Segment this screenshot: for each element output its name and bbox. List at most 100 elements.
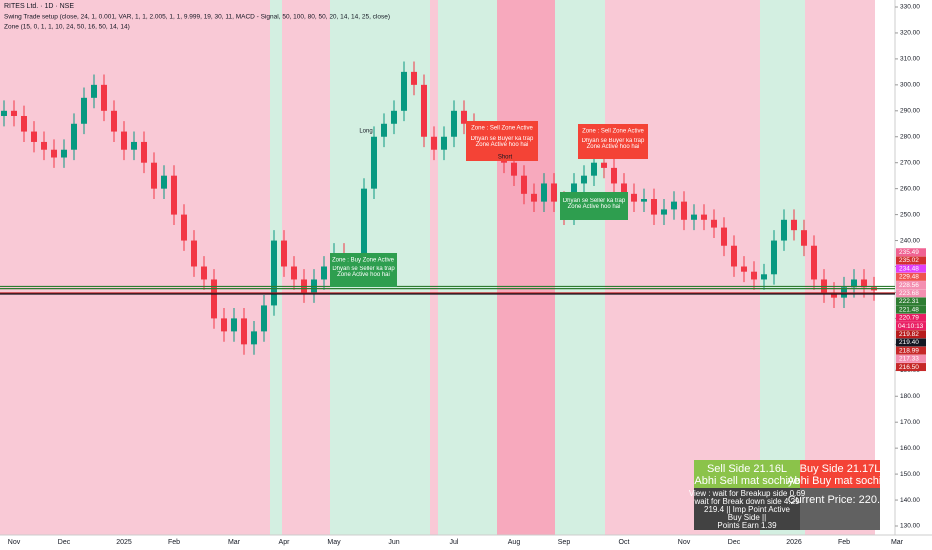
candle-body <box>221 318 227 332</box>
y-tick-label: 260.00 <box>900 185 920 192</box>
candle-body <box>171 175 177 215</box>
candle-body <box>621 183 627 194</box>
candle-body <box>201 266 207 280</box>
y-tick-label: 320.00 <box>900 30 920 37</box>
candle-body <box>811 245 817 280</box>
candle-body <box>661 209 667 215</box>
candle-body <box>321 266 327 280</box>
view-line: 219.4 || Imp Point Active <box>704 505 791 514</box>
y-tick-label: 250.00 <box>900 211 920 218</box>
price-tag-label: 222.31 <box>899 298 919 305</box>
price-tag <box>896 256 926 265</box>
x-tick-label: Jun <box>388 539 399 546</box>
chart-title: RITES Ltd. · 1D · NSE <box>4 3 74 10</box>
indicator-label: Zone (15, 0, 1, 1, 10, 24, 50, 16, 50, 1… <box>4 24 130 31</box>
y-tick-label: 130.00 <box>900 523 920 530</box>
price-tag-label: 219.82 <box>899 331 919 338</box>
trap-label: Dhyan se Seller ka trap Zone Active hoo … <box>332 266 395 278</box>
candle-body <box>111 110 117 132</box>
x-tick-label: Feb <box>838 539 850 546</box>
price-tag <box>896 363 926 372</box>
price-tag-label: 235.02 <box>899 257 919 264</box>
price-tag-label: 216.50 <box>899 364 919 371</box>
x-tick-label: Dec <box>728 539 741 546</box>
zone-label: Zone : Sell Zone Active <box>471 126 533 132</box>
candle-body <box>701 214 707 220</box>
candle-body <box>271 240 277 306</box>
zone-background <box>0 0 875 535</box>
price-tag-label: 221.48 <box>899 306 919 313</box>
price-tag <box>896 264 926 273</box>
candle-body <box>151 162 157 189</box>
candle-body <box>531 193 537 202</box>
candle-body <box>581 175 587 184</box>
candle-body <box>601 162 607 168</box>
annotation: Dhyan se Seller ka trap Zone Active hoo … <box>560 192 628 220</box>
x-tick-label: Aug <box>508 539 521 546</box>
price-tag <box>896 248 926 257</box>
y-tick-label: 310.00 <box>900 56 920 63</box>
y-tick-label: 330.00 <box>900 4 920 11</box>
x-tick-label: 2026 <box>786 539 802 546</box>
candle-body <box>381 123 387 137</box>
price-tag <box>896 354 926 363</box>
annotation: Zone : Sell Zone Active Dhyan se Buyer k… <box>466 121 538 161</box>
candle-body <box>781 219 787 241</box>
y-tick-label: 160.00 <box>900 445 920 452</box>
candle-body <box>131 141 137 150</box>
candle-body <box>731 245 737 267</box>
candle-body <box>641 199 647 202</box>
candle-body <box>741 266 747 272</box>
candle-body <box>191 240 197 267</box>
plot: 130.00140.00150.00160.00170.00180.00190.… <box>0 4 926 546</box>
y-tick-label: 300.00 <box>900 82 920 89</box>
x-tick-label: Jul <box>450 539 459 546</box>
candle-body <box>461 110 467 124</box>
candle-body <box>361 188 367 267</box>
candle-body <box>791 219 797 231</box>
candle-body <box>121 131 127 150</box>
annotation: Zone : Buy Zone Active Dhyan se Seller k… <box>330 253 397 287</box>
candle-body <box>281 240 287 267</box>
y-tick-label: 240.00 <box>900 237 920 244</box>
candle-body <box>51 149 57 158</box>
candle-body <box>551 183 557 202</box>
candle-body <box>721 227 727 246</box>
candle-body <box>31 131 37 142</box>
x-tick-label: 2025 <box>116 539 132 546</box>
candle-body <box>251 331 257 345</box>
zone-label: Zone : Sell Zone Active <box>582 129 644 135</box>
view-line: wait for Break down side 4.29 <box>694 497 800 506</box>
x-tick-label: Oct <box>619 539 630 546</box>
candle-body <box>831 292 837 298</box>
candle-body <box>541 183 547 202</box>
y-tick-label: 170.00 <box>900 419 920 426</box>
candle-body <box>451 110 457 137</box>
candle-body <box>291 266 297 280</box>
price-tag <box>896 330 926 339</box>
price-tag-label: 218.99 <box>899 347 919 354</box>
price-tag <box>896 272 926 281</box>
signal-label: Short <box>498 155 513 161</box>
candle-body <box>61 149 67 158</box>
price-tag-label: 234.48 <box>899 265 919 272</box>
x-tick-label: Apr <box>279 539 291 546</box>
price-tag <box>896 322 926 331</box>
y-tick-label: 290.00 <box>900 108 920 115</box>
candle-body <box>231 318 237 332</box>
x-tick-label: Nov <box>678 539 691 546</box>
candle-body <box>851 279 857 288</box>
price-tag <box>896 305 926 314</box>
y-tick-label: 270.00 <box>900 159 920 166</box>
candle-body <box>431 136 437 150</box>
x-tick-label: Mar <box>228 539 241 546</box>
candle-body <box>41 141 47 150</box>
candle-body <box>801 230 807 246</box>
candle-body <box>591 162 597 176</box>
y-tick-label: 280.00 <box>900 133 920 140</box>
price-tag-label: 220.79 <box>899 315 919 322</box>
price-tag-label: 229.48 <box>899 274 919 281</box>
y-tick-label: 140.00 <box>900 497 920 504</box>
price-tag <box>896 346 926 355</box>
